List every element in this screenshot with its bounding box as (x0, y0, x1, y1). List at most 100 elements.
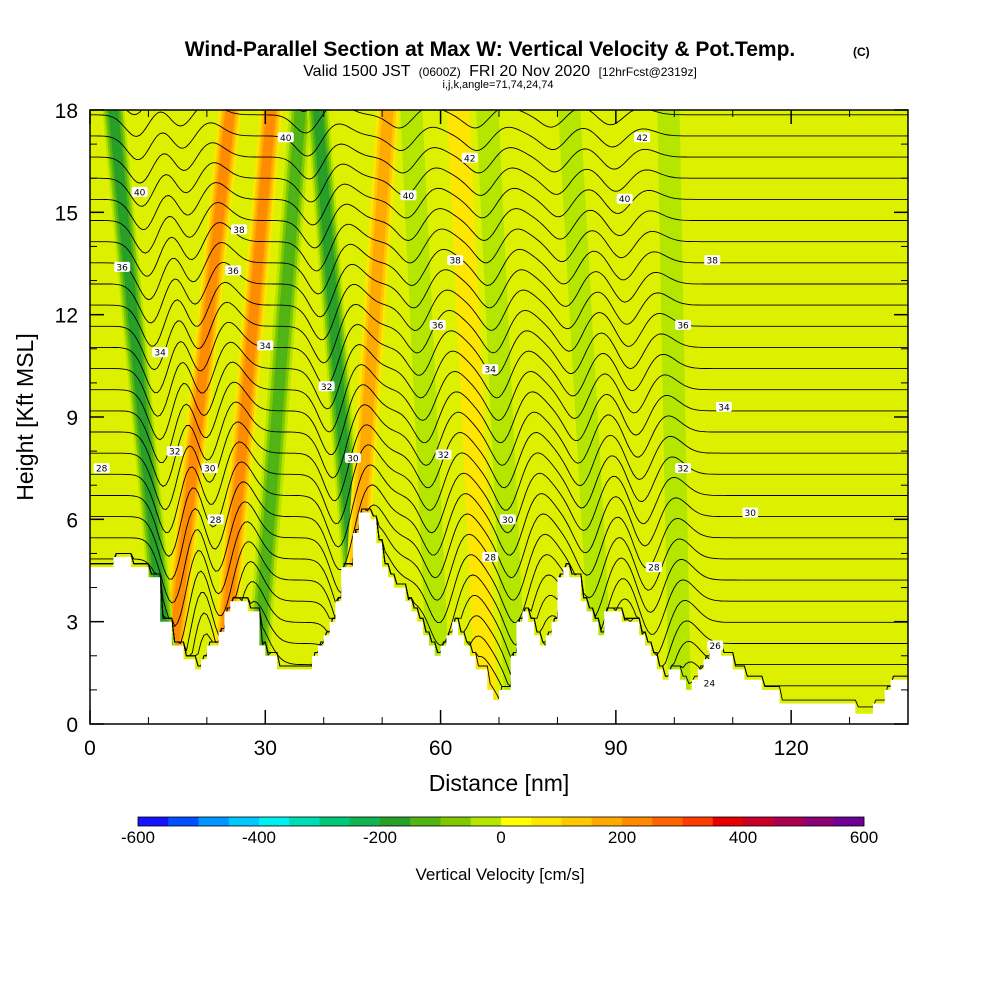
chart-subtitle: Valid 1500 JST (0600Z) FRI 20 Nov 2020 [… (303, 63, 697, 80)
colorbar-swatch (531, 817, 562, 826)
contour-label-25: 40 (131, 186, 148, 198)
contour-label-0: 24 (701, 678, 718, 690)
contour-label-14: 34 (152, 347, 169, 359)
x-tick-label: 90 (604, 737, 627, 760)
colorbar-swatch (410, 817, 441, 826)
svg-text:34: 34 (718, 403, 730, 413)
isentrope-line (90, 481, 908, 580)
isentrope-line (90, 381, 908, 464)
svg-text:40: 40 (134, 188, 146, 198)
velocity-band-8-0 (476, 110, 528, 724)
y-tick-label: 15 (55, 202, 78, 225)
colorbar-swatch (228, 817, 260, 826)
svg-text:36: 36 (432, 321, 444, 331)
isentrope-line (90, 361, 908, 441)
subtitle-valid: Valid 1500 JST (303, 63, 411, 80)
svg-text:40: 40 (280, 134, 292, 144)
colorbar-tick-label: 200 (608, 828, 636, 847)
contour-label-17: 34 (715, 401, 732, 413)
isentrope-line (90, 122, 908, 161)
colorbar-tick-label: -600 (121, 828, 155, 847)
isentrope-line (90, 162, 908, 207)
y-tick-label: 12 (55, 305, 78, 328)
y-tick-label: 0 (66, 714, 78, 737)
svg-text:36: 36 (116, 263, 128, 273)
svg-text:34: 34 (485, 366, 497, 376)
y-tick-label: 18 (55, 100, 78, 123)
y-axis-label: Height [Kft MSL] (12, 333, 38, 500)
isentrope-line (90, 241, 908, 301)
contour-label-23: 38 (447, 255, 464, 267)
contour-label-22: 38 (230, 224, 247, 236)
subtitle-date: FRI 20 Nov 2020 (469, 63, 590, 80)
colorbar-swatch (259, 817, 290, 826)
velocity-band-3-2 (248, 110, 306, 724)
svg-text:24: 24 (704, 680, 716, 690)
contour-label-29: 42 (461, 152, 478, 164)
contour-label-1: 26 (707, 640, 724, 652)
colorbar-swatch (803, 817, 835, 826)
svg-text:30: 30 (502, 516, 514, 526)
isentrope-line (90, 182, 908, 231)
velocity-band-9-0 (558, 110, 616, 724)
contour-label-8: 30 (201, 463, 218, 475)
colorbar: -600 -400 -200 0 200 400 600 (121, 816, 878, 847)
contour-label-30: 42 (634, 132, 651, 144)
svg-text:30: 30 (347, 454, 359, 464)
colorbar-label: Vertical Velocity [cm/s] (415, 865, 584, 884)
isentrope-line (90, 222, 908, 277)
colorbar-swatch (138, 817, 169, 826)
svg-text:28: 28 (648, 564, 660, 574)
isentrope-line (90, 321, 908, 394)
colorbar-swatch (622, 817, 653, 826)
contour-label-24: 38 (704, 255, 721, 267)
contour-label-5: 28 (93, 463, 110, 475)
colorbar-tick-label: 600 (850, 828, 878, 847)
colorbar-swatch (440, 817, 472, 826)
y-tick-label: 9 (66, 407, 78, 430)
colorbar-swatch (289, 817, 320, 826)
colorbar-swatch (168, 817, 199, 826)
colorbar-swatch (380, 817, 411, 826)
isentrope-line (90, 441, 908, 534)
colorbar-swatch (198, 817, 230, 826)
colorbar-tick-label: 400 (729, 828, 757, 847)
svg-text:40: 40 (403, 192, 415, 202)
colorbar-swatch (682, 817, 714, 826)
isentrope-labels: 24 26 28 28 28 28 30 30 30 30 32 32 32 32 34 34 34 34 36 36… (93, 132, 759, 690)
velocity-band-10-0 (657, 110, 692, 724)
chart-params: i,j,k,angle=71,74,24,74 (442, 79, 553, 91)
svg-text:32: 32 (438, 451, 449, 461)
svg-text:28: 28 (210, 516, 222, 526)
colorbar-swatch (501, 817, 532, 826)
isentrope-line (90, 261, 908, 324)
svg-text:28: 28 (485, 553, 497, 563)
colorbar-swatch (319, 817, 351, 826)
svg-text:28: 28 (96, 465, 108, 475)
contour-label-4: 28 (207, 514, 224, 526)
colorbar-swatch (652, 817, 683, 826)
svg-text:30: 30 (745, 509, 757, 519)
svg-text:34: 34 (154, 349, 166, 359)
isentrope-line (90, 508, 908, 628)
svg-text:32: 32 (169, 448, 180, 458)
isentrope-line (90, 202, 908, 254)
x-axis-label: Distance [nm] (429, 770, 570, 796)
svg-text:26: 26 (709, 642, 721, 652)
isentrope-line (90, 508, 908, 645)
x-tick-label: 60 (429, 737, 452, 760)
svg-text:42: 42 (636, 134, 647, 144)
contour-label-16: 34 (482, 364, 499, 376)
isentrope-line (90, 301, 908, 371)
copyright-mark: (C) (853, 45, 870, 59)
svg-text:38: 38 (707, 257, 719, 267)
svg-text:38: 38 (449, 257, 461, 267)
svg-text:38: 38 (233, 226, 245, 236)
svg-text:36: 36 (227, 267, 239, 277)
y-tick-label: 3 (66, 612, 78, 635)
svg-text:32: 32 (321, 383, 332, 393)
colorbar-swatch (561, 817, 593, 826)
terrain-mask (90, 512, 908, 724)
svg-text:34: 34 (260, 342, 272, 352)
isentrope-line (90, 461, 908, 557)
